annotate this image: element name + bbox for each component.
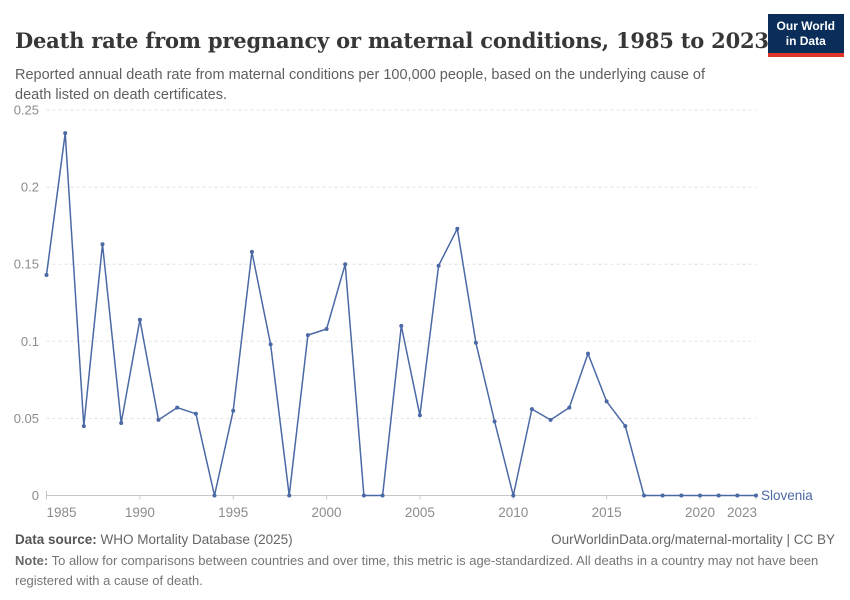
- x-tick-label: 2000: [312, 505, 342, 520]
- y-tick-label: 0.15: [14, 257, 39, 272]
- y-tick-label: 0.25: [14, 103, 39, 118]
- data-source-label: Data source:: [15, 532, 97, 547]
- data-point: [716, 493, 721, 498]
- data-point: [455, 226, 460, 231]
- x-tick-label: 2010: [498, 505, 528, 520]
- data-source: Data source: WHO Mortality Database (202…: [15, 532, 293, 547]
- data-point: [642, 493, 646, 498]
- data-point: [623, 424, 628, 429]
- x-tick-label: 1995: [218, 505, 248, 520]
- data-point: [81, 424, 86, 429]
- data-point: [436, 263, 441, 268]
- y-tick-label: 0.05: [14, 411, 39, 426]
- data-point: [417, 413, 422, 418]
- data-point: [735, 493, 740, 498]
- data-point: [268, 342, 273, 347]
- x-tick-label: 2015: [592, 505, 622, 520]
- data-point: [492, 419, 497, 424]
- data-point: [343, 262, 348, 267]
- y-tick-label: 0: [32, 488, 39, 503]
- line-chart: 0 0.05 0.1 0.15 0.2 0.25 1985 1990 1995 2000 2005 2…: [14, 103, 814, 521]
- data-point: [567, 405, 572, 410]
- owid-logo: Our World in Data: [767, 14, 844, 57]
- data-source-value: WHO Mortality Database (2025): [96, 532, 293, 547]
- data-point: [698, 493, 702, 498]
- data-point: [63, 131, 68, 136]
- x-tick-label: 1985: [47, 505, 77, 520]
- y-tick-label: 0.1: [21, 334, 39, 349]
- credit-line: OurWorldinData.org/maternal-mortality | …: [551, 532, 835, 547]
- note-label: Note:: [15, 553, 49, 568]
- chart-subtitle: Reported annual death rate from maternal…: [15, 66, 706, 104]
- data-point: [193, 411, 198, 416]
- data-point: [679, 493, 684, 498]
- data-point: [399, 323, 404, 328]
- data-point: [175, 405, 180, 410]
- data-point: [156, 417, 161, 422]
- data-point: [212, 493, 217, 498]
- data-point: [529, 407, 534, 412]
- page-title: Death rate from pregnancy or maternal co…: [15, 28, 769, 54]
- data-point: [361, 493, 366, 498]
- owid-logo-line1: Our World: [776, 19, 835, 33]
- note-value: To allow for comparisons between countri…: [15, 553, 819, 588]
- data-point: [137, 317, 142, 322]
- data-point: [287, 493, 292, 498]
- y-tick-label: 0.2: [21, 180, 39, 195]
- data-point: [511, 493, 516, 498]
- footer-source-row: Data source: WHO Mortality Database (202…: [15, 532, 835, 547]
- data-point: [660, 493, 665, 498]
- data-point: [324, 327, 329, 331]
- data-point: [249, 249, 254, 254]
- data-point: [100, 242, 105, 247]
- data-point: [548, 417, 553, 422]
- data-point: [231, 408, 236, 413]
- data-point: [305, 333, 310, 338]
- owid-logo-line2: in Data: [785, 34, 826, 48]
- series-end-label: Slovenia: [761, 488, 813, 503]
- data-point: [119, 421, 124, 425]
- data-point: [473, 340, 478, 345]
- x-tick-label: 2023: [727, 505, 757, 520]
- x-tick-label: 2020: [685, 505, 715, 520]
- x-tick-label: 1990: [125, 505, 155, 520]
- data-point: [380, 493, 385, 498]
- x-tick-label: 2005: [405, 505, 435, 520]
- data-point: [604, 399, 609, 404]
- data-point: [754, 493, 758, 498]
- data-point: [586, 351, 590, 356]
- footer-note: Note: To allow for comparisons between c…: [15, 551, 821, 590]
- data-point: [44, 273, 49, 277]
